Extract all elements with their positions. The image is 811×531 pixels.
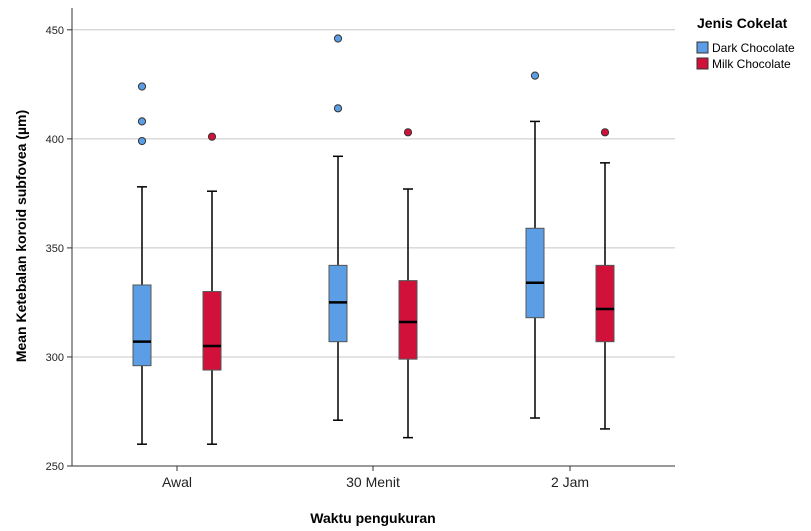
- gridlines: [72, 29, 675, 358]
- box-iqr: [398, 280, 418, 360]
- x-axis-title: Waktu pengukuran: [310, 510, 436, 526]
- y-tick-label: 250: [46, 461, 64, 473]
- outlier-point: [333, 104, 343, 113]
- plot-area: [132, 34, 615, 445]
- outlier-point: [137, 117, 147, 126]
- box-iqr: [525, 227, 545, 319]
- box-dark-chocolate-2: [328, 34, 348, 421]
- outlier-point: [403, 128, 413, 137]
- x-tick-label: Awal: [162, 474, 192, 490]
- outlier-point: [530, 71, 540, 80]
- box-dark-chocolate-1: [132, 82, 152, 445]
- x-tick-label: 30 Menit: [346, 474, 400, 490]
- outlier-point: [137, 82, 147, 91]
- box-dark-chocolate-3: [525, 71, 545, 419]
- legend-swatch-dark-chocolate: [696, 41, 709, 54]
- outlier-point: [600, 128, 610, 137]
- box-iqr: [595, 264, 615, 343]
- y-tick-label: 400: [46, 134, 64, 146]
- legend-title: Jenis Cokelat: [697, 15, 788, 31]
- y-axis-title: Mean Ketebalan koroid subfovea (µm): [13, 110, 29, 362]
- y-tick-label: 300: [46, 352, 64, 364]
- outlier-point: [137, 136, 147, 146]
- axes: 250 300 350 400 450 Awal 30 Menit 2 Jam: [46, 8, 675, 490]
- outlier-point: [207, 132, 217, 141]
- y-tick-label: 350: [46, 243, 64, 255]
- legend-label-dark-chocolate: Dark Chocolate: [712, 41, 795, 55]
- box-milk-chocolate-3: [595, 128, 615, 430]
- box-milk-chocolate-1: [202, 132, 222, 445]
- legend: Jenis Cokelat Dark Chocolate Milk Chocola…: [696, 15, 795, 71]
- box-iqr: [202, 291, 222, 371]
- box-iqr: [132, 284, 152, 367]
- y-tick-label: 450: [46, 25, 64, 37]
- legend-label-milk-chocolate: Milk Chocolate: [712, 57, 791, 71]
- x-tick-label: 2 Jam: [551, 474, 589, 490]
- outlier-point: [333, 34, 343, 43]
- box-milk-chocolate-2: [398, 128, 418, 439]
- legend-swatch-milk-chocolate: [696, 57, 709, 70]
